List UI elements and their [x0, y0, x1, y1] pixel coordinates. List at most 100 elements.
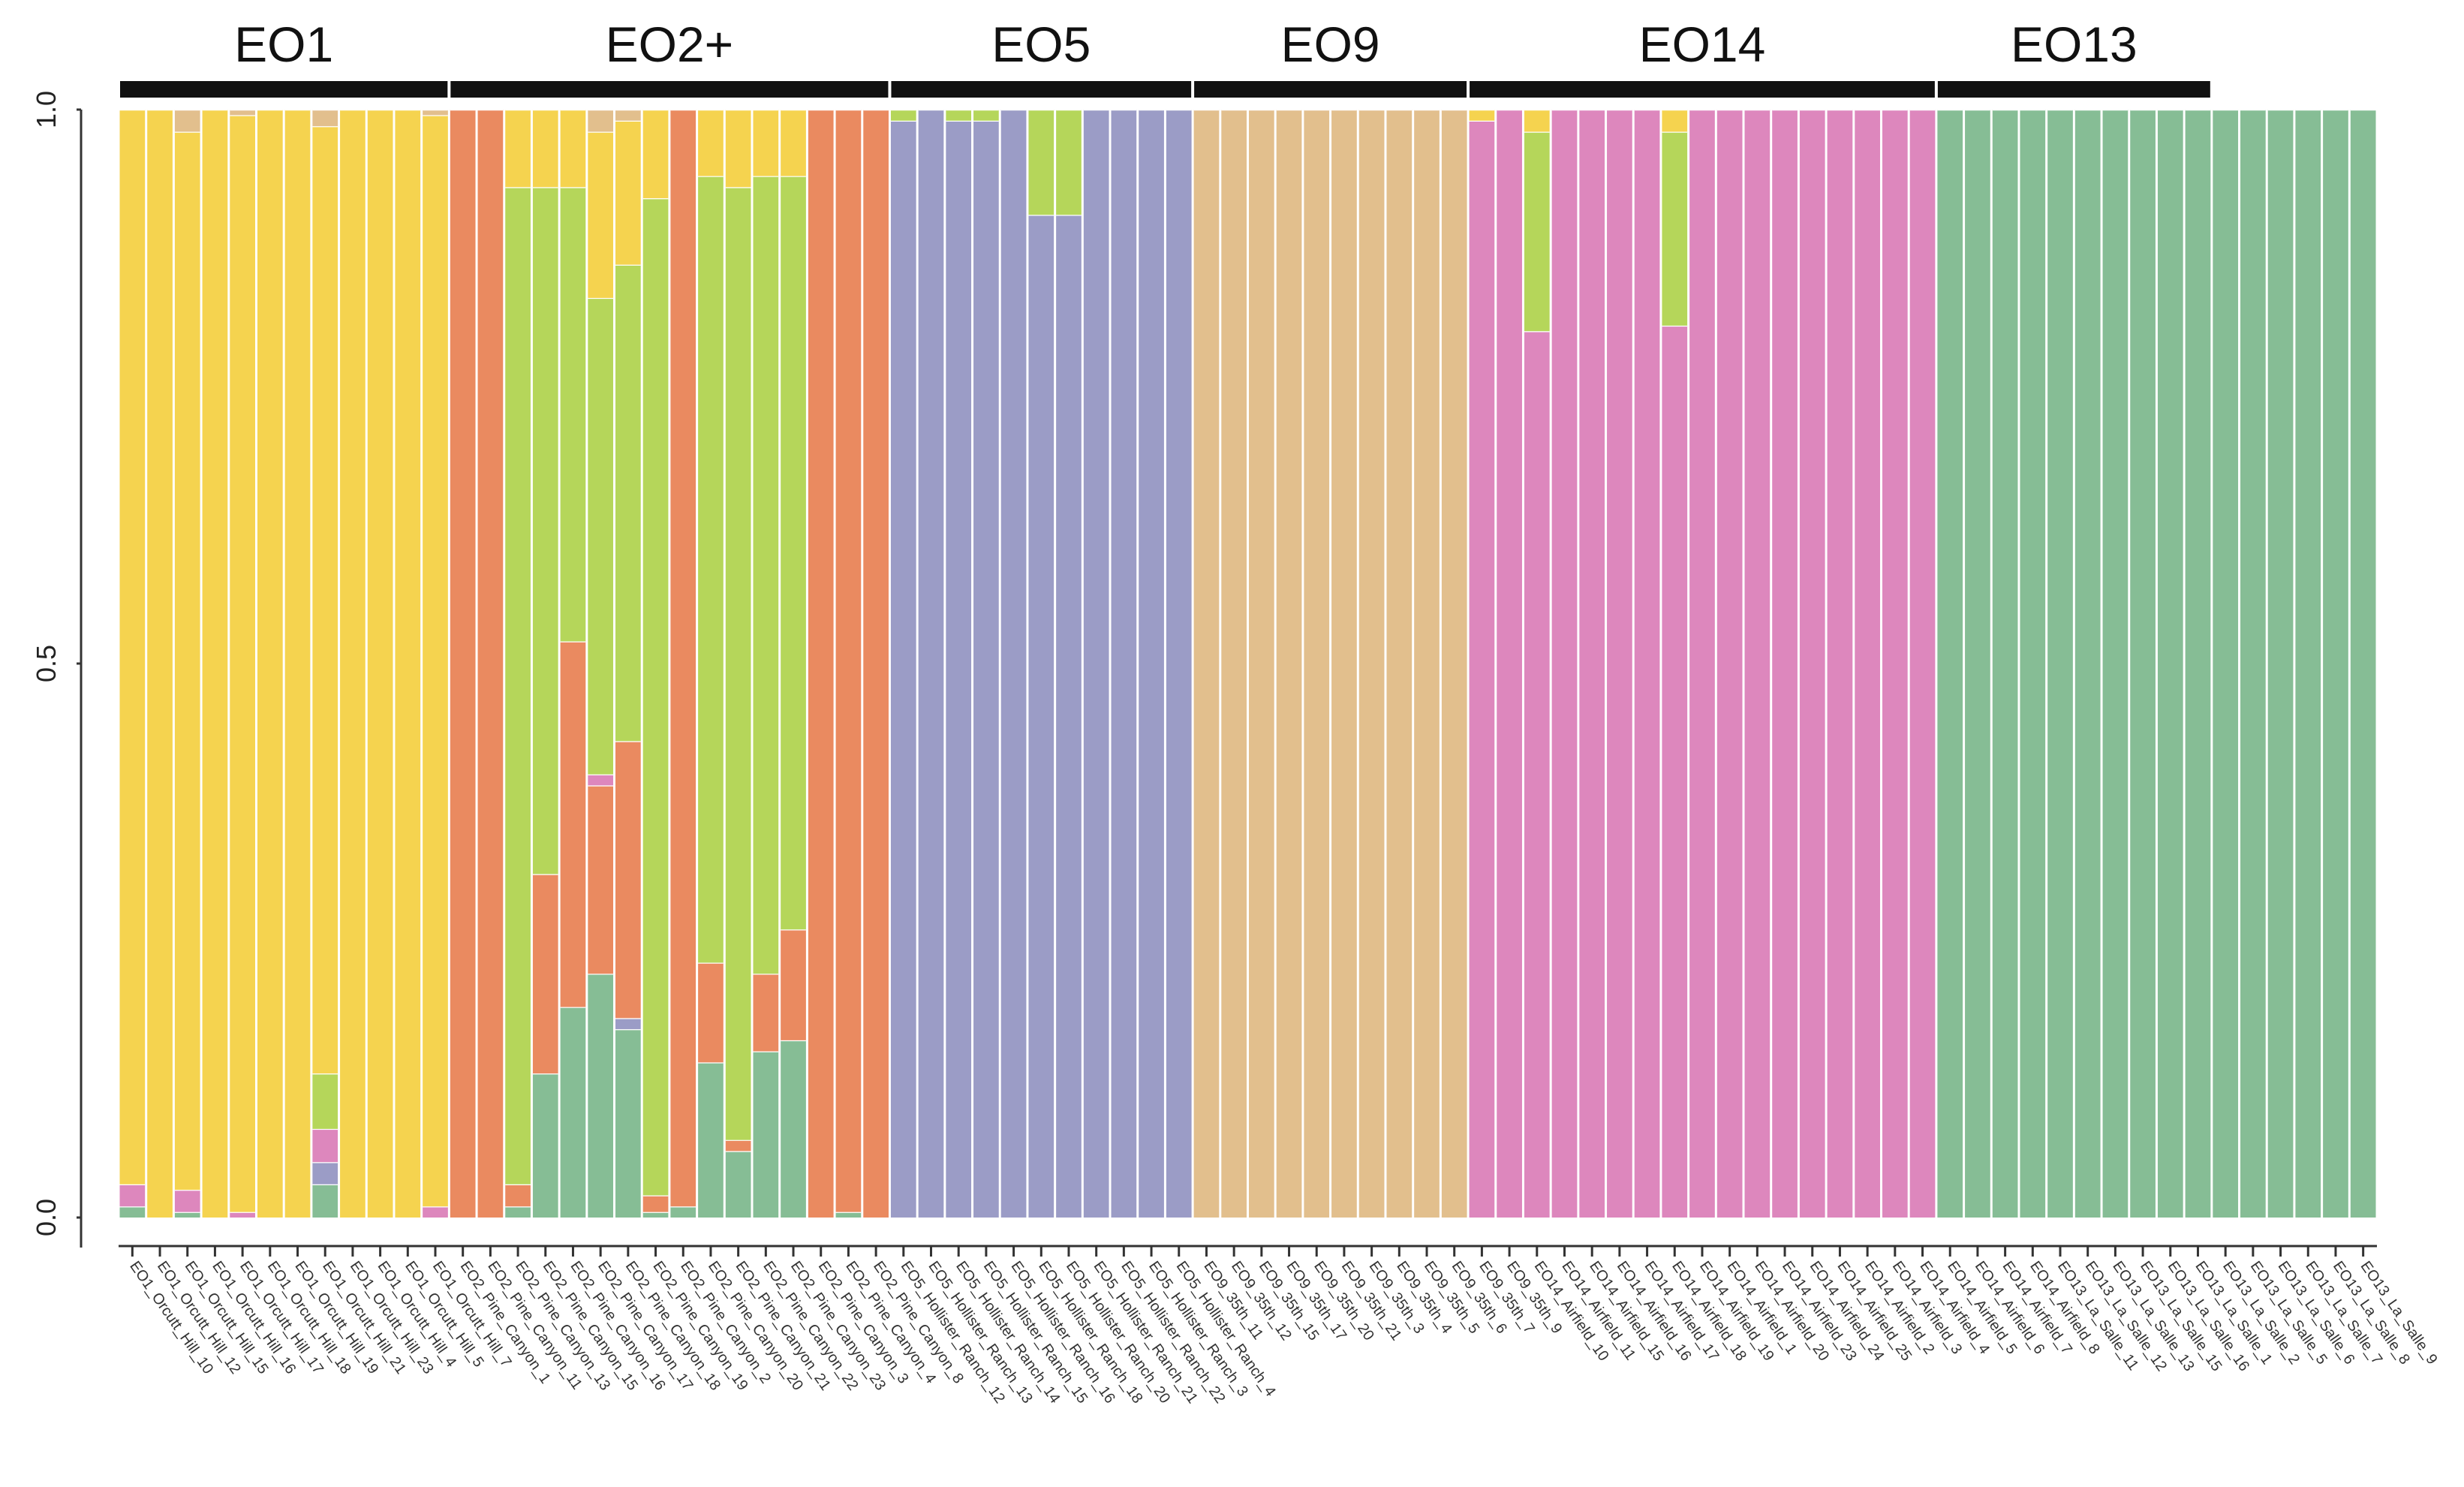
sample-bar [973, 108, 999, 1218]
bar-segment-purple [918, 110, 944, 1218]
sample-bar [670, 108, 696, 1218]
bar-segment-lightgreen [698, 176, 724, 963]
sample-bar [2102, 108, 2129, 1218]
bar-segment-pink [1716, 110, 1743, 1218]
sample-bar [2185, 108, 2211, 1218]
bar-segment-yellow [340, 110, 366, 1218]
sample-bar [1799, 108, 1825, 1218]
bar-segment-tan [615, 110, 641, 121]
sample-bar [2074, 108, 2101, 1218]
y-axis: 0.0 0.5 1.0 [31, 91, 83, 1248]
bar-segment-green [532, 1073, 558, 1218]
bar-segment-lightgreen [753, 176, 779, 974]
sample-bar [1827, 108, 1853, 1218]
bar-segment-orange [781, 929, 806, 1040]
bar-segment-orange [725, 1139, 751, 1151]
bar-segment-green [2295, 110, 2321, 1218]
sample-bar [147, 108, 173, 1218]
sample-bar [1276, 108, 1302, 1218]
bar-segment-tan [1414, 110, 1440, 1218]
bar-segment-green [2102, 110, 2129, 1218]
sample-bar [202, 108, 228, 1218]
sample-bar [1441, 108, 1467, 1218]
bar-segment-lightgreen [946, 110, 972, 121]
group-bar [120, 81, 448, 98]
bar-segment-green [2267, 110, 2294, 1218]
sample-bar [257, 108, 283, 1218]
sample-bar [1992, 108, 2018, 1218]
bar-segment-yellow [367, 110, 393, 1218]
sample-bar [863, 108, 889, 1218]
bar-segment-pink [1855, 110, 1880, 1218]
group-bar [1470, 81, 1935, 98]
bar-segment-lightgreen [588, 297, 614, 775]
sample-bar [284, 108, 311, 1218]
bar-segment-pink [1772, 110, 1798, 1218]
bar-segment-green [670, 1206, 696, 1218]
bar-segment-tan [1358, 110, 1385, 1218]
group-labels: EO1 EO2+ EO5 EO9 EO14 EO13 [234, 17, 2138, 72]
sample-bar [1386, 108, 1413, 1218]
bar-segment-pink [1909, 110, 1936, 1218]
bar-segment-green [2185, 110, 2211, 1218]
bar-segment-yellow [202, 110, 228, 1218]
bar-segment-orange [477, 110, 504, 1218]
bar-segment-yellow [395, 110, 421, 1218]
bar-segment-tan [1331, 110, 1357, 1218]
sample-bar [119, 108, 146, 1218]
bar-segment-purple [1056, 215, 1082, 1218]
bar-segment-pink [1689, 110, 1715, 1218]
sample-bar [588, 108, 614, 1218]
bar-segment-lightgreen [560, 187, 586, 642]
sample-bar [615, 108, 641, 1218]
bar-segment-lightgreen [781, 176, 806, 930]
group-bar [891, 81, 1192, 98]
bar-segment-yellow [532, 110, 558, 188]
y-tick-label: 0.5 [31, 645, 62, 682]
sample-bar [230, 108, 255, 1218]
sample-bar [174, 108, 200, 1218]
sample-bar [781, 108, 806, 1218]
bar-segment-green [2213, 110, 2239, 1218]
bar-segment-green [2047, 110, 2073, 1218]
sample-bar [2323, 108, 2348, 1218]
x-axis [119, 1245, 2377, 1257]
sample-bar [1083, 108, 1109, 1218]
bar-segment-green [642, 1212, 669, 1218]
bar-segment-tan [1249, 110, 1274, 1218]
bar-segment-purple [1111, 110, 1137, 1218]
sample-bar [642, 108, 669, 1218]
bar-segment-orange [863, 110, 889, 1218]
bar-segment-purple [1083, 110, 1109, 1218]
stacked-bars [119, 108, 2376, 1218]
bar-segment-green [2020, 110, 2046, 1218]
sample-bar [1662, 108, 1688, 1218]
bar-segment-pink [1744, 110, 1771, 1218]
y-tick-label: 1.0 [31, 91, 62, 128]
bar-segment-yellow [560, 110, 586, 188]
bar-segment-pink [230, 1212, 255, 1218]
bar-segment-yellow [1662, 110, 1688, 132]
sample-bar [395, 108, 421, 1218]
bar-segment-orange [532, 874, 558, 1074]
bar-segment-pink [423, 1206, 448, 1218]
sample-bar [1139, 108, 1164, 1218]
bar-segment-pink [1469, 120, 1495, 1218]
bar-segment-yellow [615, 120, 641, 265]
group-label: EO5 [991, 17, 1091, 72]
sample-bar [1221, 108, 1247, 1218]
bar-segment-orange [588, 785, 614, 974]
bar-segment-tan [1193, 110, 1220, 1218]
bar-segment-orange [835, 110, 862, 1212]
bar-segment-yellow [119, 110, 146, 1184]
bar-segment-pink [1579, 110, 1605, 1218]
bar-segment-pink [1827, 110, 1853, 1218]
sample-bar [1331, 108, 1357, 1218]
bar-segment-yellow [1524, 110, 1550, 132]
sample-bar [1193, 108, 1220, 1218]
bar-segment-green [698, 1062, 724, 1218]
sample-bar [1249, 108, 1274, 1218]
bar-segment-lightgreen [505, 187, 531, 1184]
bar-segment-pink [1607, 110, 1632, 1218]
sample-bar [1469, 108, 1495, 1218]
